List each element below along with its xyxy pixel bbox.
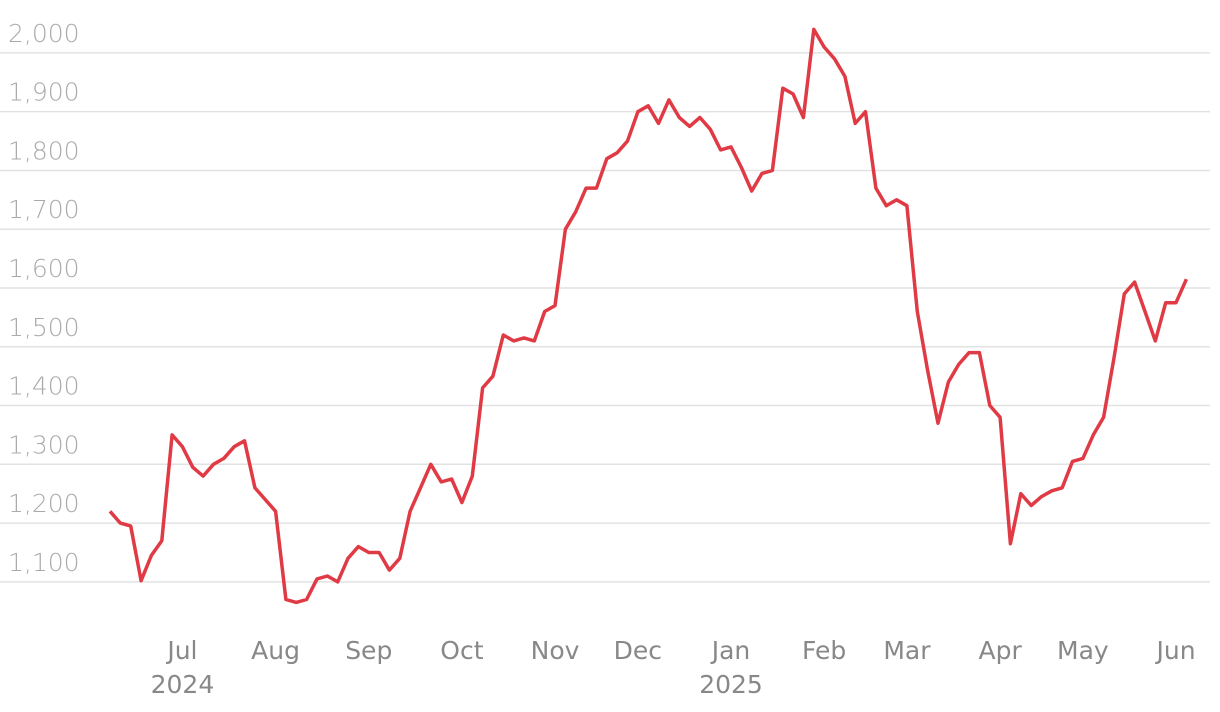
x-tick-label: Feb: [802, 636, 847, 665]
x-tick-label: Apr: [978, 636, 1022, 665]
y-tick-label: 1,200: [8, 489, 80, 518]
x-tick-label: May: [1057, 636, 1109, 665]
y-tick-label: 1,600: [8, 254, 80, 283]
x-tick-label: Dec: [613, 636, 663, 665]
x-tick-label: Mar: [883, 636, 931, 665]
x-tick-label: Aug: [251, 636, 300, 665]
y-tick-label: 1,500: [8, 313, 80, 342]
x-tick-label: Jun: [1156, 636, 1196, 665]
x-tick-label: Oct: [440, 636, 484, 665]
line: [108, 27, 1189, 605]
y-tick-label: 1,100: [8, 548, 80, 577]
y-tick-label: 2,000: [8, 19, 80, 48]
x-tick-label: Jan 2025: [699, 636, 763, 699]
y-tick-label: 1,300: [8, 430, 80, 459]
y-tick-label: 1,900: [8, 78, 80, 107]
x-tick-label: Jul 2024: [150, 636, 215, 699]
y-tick-label: 1,700: [8, 195, 80, 224]
y-tick-label: 1,800: [8, 136, 80, 165]
y-tick-label: 1,400: [8, 372, 80, 401]
x-tick-label: Sep: [345, 636, 393, 665]
x-tick-label: Nov: [530, 636, 580, 665]
